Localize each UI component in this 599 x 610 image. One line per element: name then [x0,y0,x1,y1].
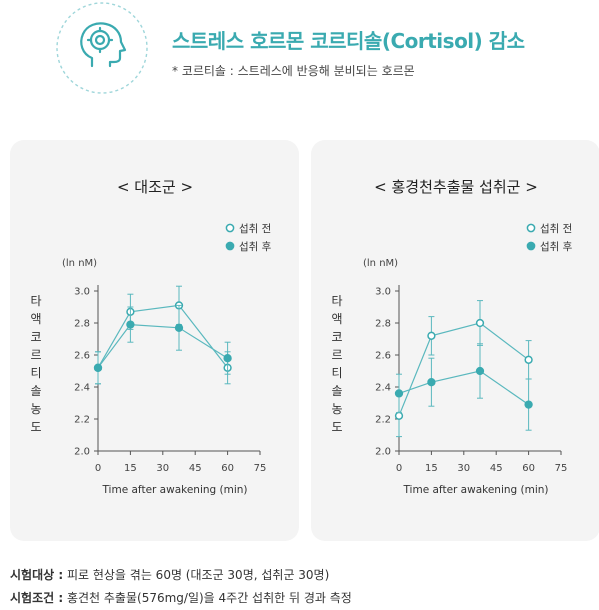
y-axis-label-char: 액 [30,312,41,326]
footer-subjects: 시험대상 : 피로 현상을 겪는 60명 (대조군 30명, 섭취군 30명) [10,566,329,583]
x-tick-label: 60 [522,463,535,474]
legend-marker [526,241,536,251]
legend-label: 섭취 전 [239,223,271,235]
series-line [97,323,228,369]
data-point [394,411,404,420]
y-axis-label-char: 액 [331,312,342,326]
head-brain-icon [52,0,152,98]
chart-title: < 홍경천추출물 섭취군 > [374,178,538,196]
legend-marker [225,241,235,251]
series-line [398,322,529,417]
series-line [398,370,529,406]
y-tick-label: 2.6 [74,351,90,362]
y-unit-label: (ln nM) [363,258,398,269]
y-tick-label: 3.0 [375,287,391,298]
legend-marker [526,223,536,233]
data-point [174,323,184,332]
footer-conditions-value: 홍견천 추출물(576mg/일)을 4주간 섭취한 뒤 경과 측정 [63,591,352,605]
y-axis-label-char: 도 [30,420,41,434]
y-axis-label-char: 솔 [30,384,41,398]
data-point [223,354,232,363]
y-axis-label-char: 코 [30,330,41,344]
x-tick-label: 30 [156,463,169,474]
y-axis-label-char: 르 [331,348,342,362]
legend-label: 섭취 후 [540,241,573,253]
y-axis-label-char: 르 [30,348,41,362]
series-line [97,304,229,369]
y-axis-label-char: 티 [331,366,342,380]
legend-label: 섭취 전 [540,223,572,235]
legend-label: 섭취 후 [239,241,272,253]
x-tick-label: 60 [221,463,234,474]
x-tick-label: 0 [95,463,101,474]
footer-conditions-key: 시험조건 : [10,591,64,605]
x-tick-label: 15 [425,463,438,474]
y-tick-label: 2.8 [74,319,90,330]
y-tick-label: 2.6 [375,351,391,362]
data-point [475,366,485,376]
y-axis-label-char: 타 [30,294,41,308]
y-tick-label: 2.0 [74,447,90,458]
data-point [427,331,436,340]
data-point [524,355,533,364]
footer-conditions: 시험조건 : 홍견천 추출물(576mg/일)을 4주간 섭취한 뒤 경과 측정 [10,589,352,606]
x-axis-label: Time after awakening (min) [402,484,548,496]
footer-subjects-key: 시험대상 : [10,568,64,582]
y-axis-label-char: 농 [30,402,41,416]
y-axis-label-char: 농 [331,402,342,416]
x-tick-label: 75 [555,463,568,474]
y-tick-label: 2.4 [74,383,90,394]
footer-subjects-value: 피로 현상을 겪는 60명 (대조군 30명, 섭취군 30명) [63,568,330,582]
y-tick-label: 2.2 [74,415,90,426]
x-tick-label: 45 [189,463,202,474]
data-point [126,320,135,329]
y-axis-label-char: 타 [331,294,342,308]
page-subtitle: * 코르티솔 : 스트레스에 반응해 분비되는 호르몬 [172,64,415,78]
x-tick-label: 75 [254,463,267,474]
x-tick-label: 0 [396,463,402,474]
y-tick-label: 2.4 [375,383,391,394]
data-point [394,389,404,398]
x-tick-label: 15 [124,463,137,474]
legend-marker [225,223,235,233]
data-point [427,378,436,387]
data-point [93,363,103,372]
data-point [475,318,485,328]
y-tick-label: 2.0 [375,447,391,458]
page-title: 스트레스 호르몬 코르티솔(Cortisol) 감소 [172,29,525,53]
y-axis-label-char: 솔 [331,384,342,398]
y-unit-label: (ln nM) [62,258,97,269]
x-axis-label: Time after awakening (min) [101,484,247,496]
y-axis-label-char: 티 [30,366,41,380]
y-tick-label: 2.2 [375,415,391,426]
data-point [524,400,533,409]
chart-title: < 대조군 > [117,178,193,196]
y-axis-label-char: 도 [331,420,342,434]
x-tick-label: 45 [490,463,503,474]
x-tick-label: 30 [457,463,470,474]
y-tick-label: 3.0 [74,287,90,298]
y-tick-label: 2.8 [375,319,391,330]
y-axis-label-char: 코 [331,330,342,344]
